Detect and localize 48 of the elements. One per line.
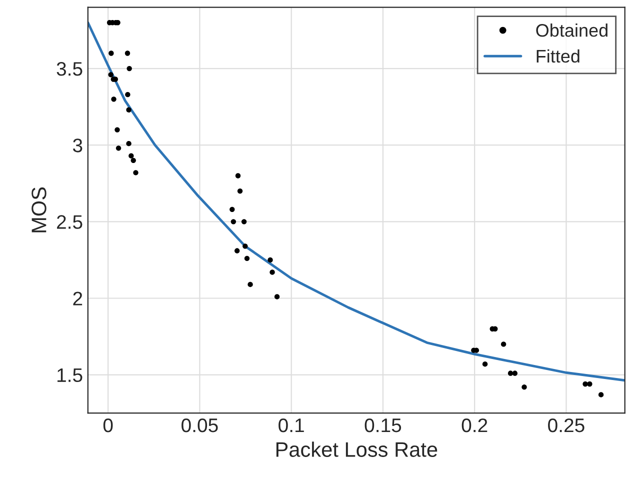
y-tick-label: 3.5 (56, 62, 82, 76)
point (522, 384, 527, 390)
point (512, 370, 518, 376)
x-tick-label: 0.2 (462, 418, 488, 432)
point (500, 342, 506, 347)
point (114, 127, 120, 132)
y-tick-label: 2 (73, 292, 82, 306)
y-tick-label: 1.5 (58, 368, 82, 382)
point (237, 188, 243, 194)
point (598, 392, 604, 398)
x-tick-label: 0.15 (364, 418, 402, 432)
point (244, 256, 250, 262)
point (508, 370, 514, 376)
x-axis-title: Packet Loss Rate (276, 442, 438, 457)
point (482, 362, 488, 367)
legend-label: Obtained (536, 24, 608, 37)
point (242, 244, 248, 249)
point (268, 257, 273, 263)
point (234, 248, 240, 254)
point (126, 66, 132, 72)
y-axis-title: MOS (32, 187, 46, 232)
point (124, 50, 130, 56)
point (235, 173, 241, 178)
point (248, 282, 253, 288)
y-tick-label: 3 (72, 138, 82, 152)
y-tick-label: 2.5 (57, 215, 82, 229)
point (274, 294, 280, 300)
point (241, 219, 247, 224)
x-tick-label: 0.1 (278, 418, 304, 432)
line-series (88, 21, 625, 382)
point (130, 158, 136, 164)
x-tick-label: 0.25 (548, 418, 584, 432)
point (126, 107, 132, 112)
point (125, 92, 130, 98)
point (133, 170, 138, 176)
point (270, 270, 275, 275)
legend-label: Fitted (536, 49, 580, 63)
point (108, 72, 114, 78)
point (116, 146, 122, 151)
point (128, 153, 134, 158)
x-tick-label: 0 (103, 418, 113, 432)
point (126, 140, 132, 146)
point (587, 381, 592, 387)
x-tick-label: 0.05 (182, 418, 218, 432)
point (108, 50, 114, 56)
point (230, 219, 236, 224)
point (111, 96, 116, 102)
point (230, 206, 235, 212)
